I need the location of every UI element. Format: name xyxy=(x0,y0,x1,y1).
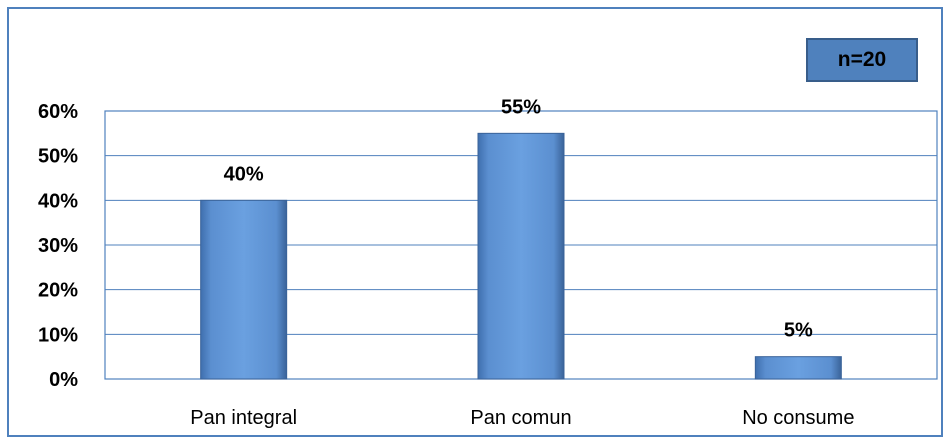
bar xyxy=(200,199,288,380)
bar-value-label: 55% xyxy=(501,96,541,118)
bar-value-label: 40% xyxy=(224,163,264,185)
category-label: No consume xyxy=(742,407,854,429)
y-tick-label: 20% xyxy=(38,280,78,302)
bar-value-label: 5% xyxy=(784,320,813,342)
category-label: Pan integral xyxy=(190,407,297,429)
y-tick-label: 50% xyxy=(38,146,78,168)
y-tick-label: 10% xyxy=(38,324,78,346)
category-labels: Pan integral Pan comun No consume xyxy=(190,407,854,429)
sample-size-badge: n=20 xyxy=(806,38,918,82)
y-axis-ticks: 0% 10% 20% 30% 40% 50% 60% xyxy=(38,101,78,391)
bar xyxy=(477,132,565,380)
bar xyxy=(754,356,842,380)
category-label: Pan comun xyxy=(470,407,571,429)
data-labels: 40% 55% 5% xyxy=(224,96,813,341)
bars xyxy=(200,132,842,380)
y-tick-label: 40% xyxy=(38,190,78,212)
y-tick-label: 30% xyxy=(38,235,78,257)
y-tick-label: 60% xyxy=(38,101,78,123)
y-tick-label: 0% xyxy=(49,369,78,391)
